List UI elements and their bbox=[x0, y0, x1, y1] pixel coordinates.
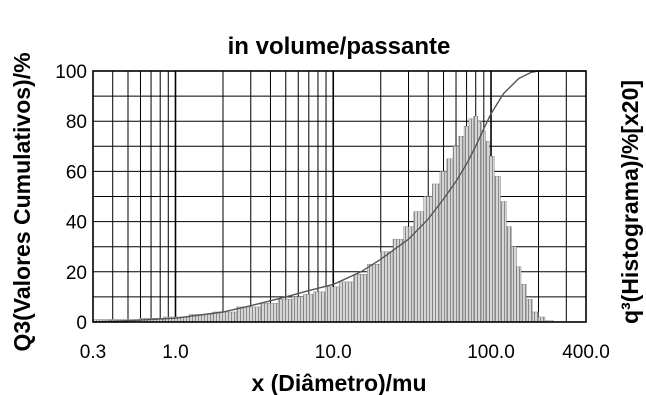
y-tick-label: 60 bbox=[66, 162, 87, 183]
histogram-bar bbox=[500, 201, 507, 323]
histogram-bar bbox=[526, 299, 533, 323]
histogram-bar bbox=[277, 299, 293, 323]
x-tick-label: 0.3 bbox=[80, 342, 106, 363]
y-axis-label-left: Q3(Valores Cumulativos)/% bbox=[9, 52, 35, 351]
cumulative-curve bbox=[92, 70, 586, 323]
histogram-bar bbox=[531, 311, 539, 323]
y-tick-label: 100 bbox=[55, 62, 87, 83]
histogram-bar bbox=[325, 286, 340, 323]
histogram-bar bbox=[520, 284, 527, 323]
histogram-bar bbox=[339, 281, 354, 323]
histogram-bar bbox=[506, 226, 512, 323]
histogram-bars bbox=[92, 115, 554, 323]
y-tick-label: 20 bbox=[66, 263, 87, 284]
histogram-bar bbox=[468, 118, 474, 323]
histogram-bar bbox=[489, 156, 495, 323]
chart-title: in volume/passante bbox=[228, 33, 451, 60]
histogram-bar bbox=[236, 306, 261, 323]
x-tick-label: 1.0 bbox=[162, 342, 188, 363]
histogram-bar bbox=[303, 294, 314, 323]
x-tick-label: 10.0 bbox=[315, 342, 352, 363]
histogram-bar bbox=[380, 251, 394, 323]
histogram-bar bbox=[458, 136, 465, 323]
y-tick-label: 80 bbox=[66, 112, 87, 133]
plot-frame bbox=[92, 70, 587, 323]
histogram-bar bbox=[353, 274, 368, 323]
histogram-bar bbox=[367, 264, 381, 323]
y-tick-labels: 0 20 40 60 80 100 bbox=[55, 62, 87, 334]
histogram-bar bbox=[313, 291, 326, 323]
y-axis-label-right: q³(Histograma)/%[x20] bbox=[617, 80, 643, 324]
x-tick-label: 100.0 bbox=[467, 342, 515, 363]
histogram-bar bbox=[452, 146, 459, 323]
x-tick-label: 400.0 bbox=[562, 342, 610, 363]
histogram-bar bbox=[392, 238, 404, 323]
histogram-bar bbox=[516, 266, 522, 323]
x-axis-label: x (Diâmetro)/mu bbox=[251, 370, 426, 395]
y-tick-label: 40 bbox=[66, 213, 87, 234]
histogram-bar bbox=[291, 296, 304, 323]
y-tick-label: 0 bbox=[76, 313, 87, 334]
x-tick-labels: 0.3 1.0 10.0 100.0 400.0 bbox=[80, 342, 610, 363]
histogram-bar bbox=[463, 126, 470, 323]
histogram-bar bbox=[260, 302, 279, 323]
histogram-bar bbox=[485, 141, 490, 323]
histogram-bar bbox=[477, 120, 483, 323]
histogram-bar bbox=[494, 176, 501, 323]
histogram-bar bbox=[439, 171, 447, 323]
histogram-bar bbox=[481, 131, 486, 323]
histogram-bar bbox=[511, 246, 517, 323]
cumulative-line bbox=[92, 70, 586, 323]
histogram-bar bbox=[446, 158, 454, 323]
plot-border bbox=[92, 70, 587, 323]
